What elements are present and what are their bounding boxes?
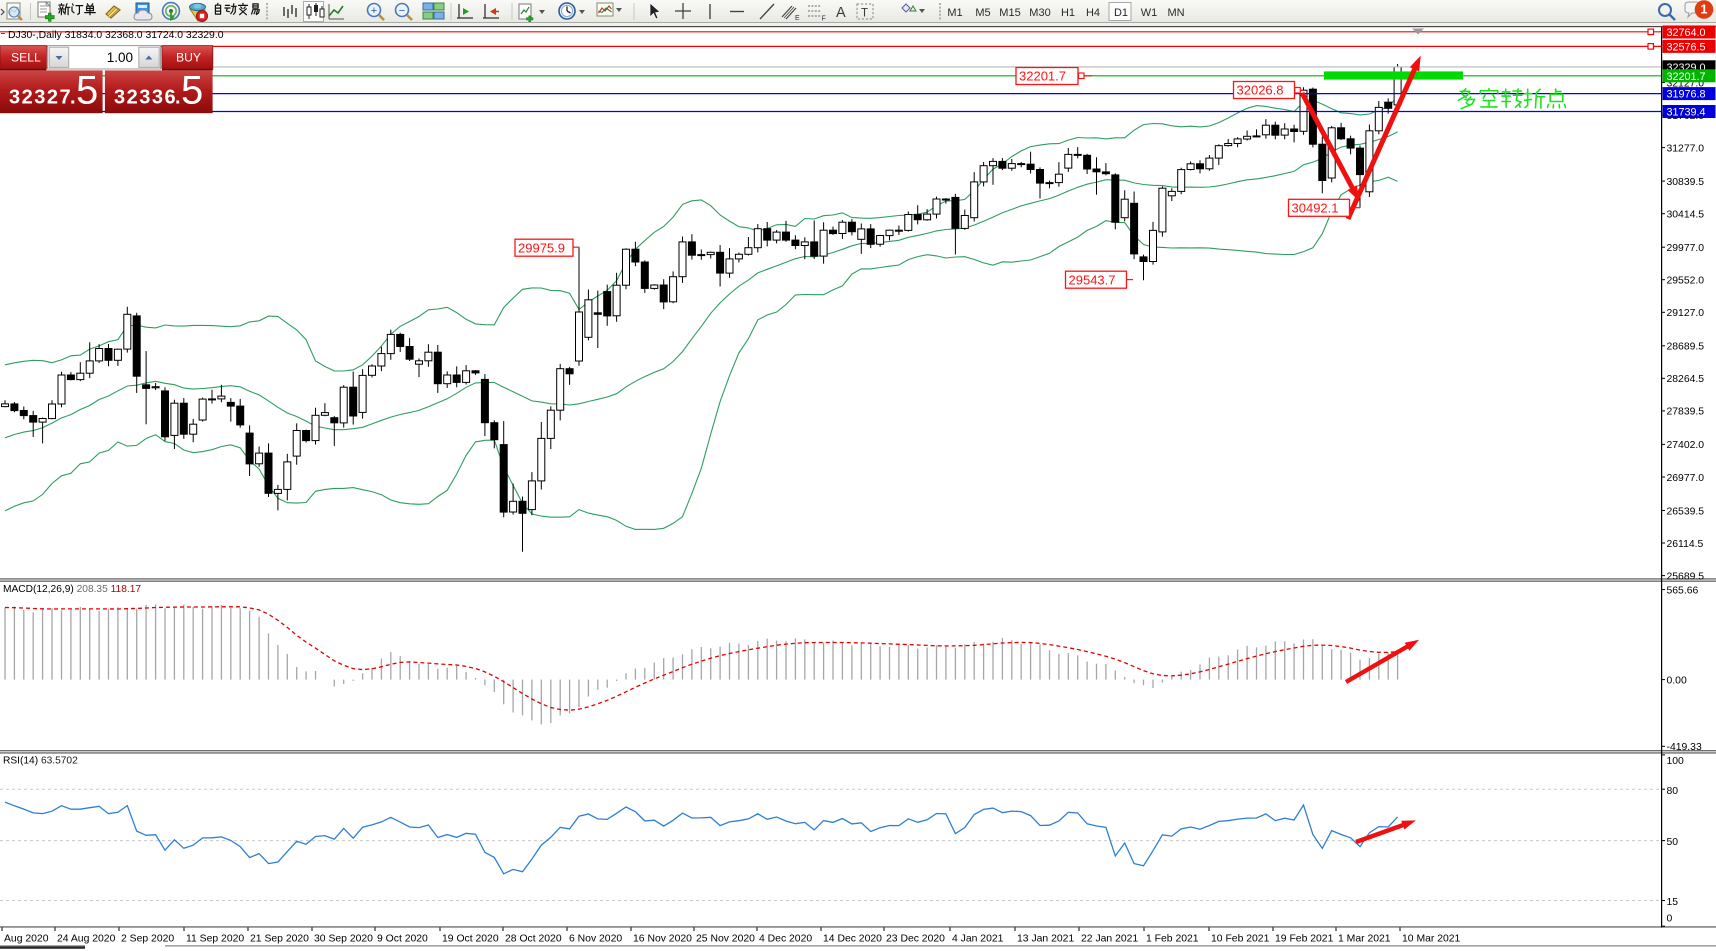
svg-text:29552.0: 29552.0 xyxy=(1667,276,1705,287)
svg-text:32201.7: 32201.7 xyxy=(1019,69,1066,84)
svg-text:F: F xyxy=(822,16,826,23)
svg-text:50: 50 xyxy=(1667,837,1679,848)
svg-text:28264.5: 28264.5 xyxy=(1667,374,1705,385)
svg-text:14 Dec 2020: 14 Dec 2020 xyxy=(823,934,882,945)
svg-text:5: 5 xyxy=(181,69,203,113)
svg-text:30839.5: 30839.5 xyxy=(1667,177,1705,188)
svg-text:Aug 2020: Aug 2020 xyxy=(4,934,49,945)
svg-text:1 Mar 2021: 1 Mar 2021 xyxy=(1338,934,1391,945)
svg-text:E: E xyxy=(795,15,800,22)
svg-text:10 Feb 2021: 10 Feb 2021 xyxy=(1211,934,1270,945)
svg-text:32576.5: 32576.5 xyxy=(1667,41,1706,53)
svg-text:80: 80 xyxy=(1667,786,1679,797)
svg-text:23 Dec 2020: 23 Dec 2020 xyxy=(886,934,945,945)
svg-text:19 Feb 2021: 19 Feb 2021 xyxy=(1275,934,1334,945)
svg-text:30414.5: 30414.5 xyxy=(1667,210,1705,221)
svg-text:32764.0: 32764.0 xyxy=(1667,27,1706,39)
svg-text:M15: M15 xyxy=(999,7,1020,19)
svg-text:32026.8: 32026.8 xyxy=(1237,83,1284,98)
svg-text:16 Nov 2020: 16 Nov 2020 xyxy=(633,934,692,945)
svg-text:+: + xyxy=(371,5,377,17)
svg-text:31976.8: 31976.8 xyxy=(1667,89,1706,101)
svg-text:MN: MN xyxy=(1167,7,1184,19)
svg-text:1: 1 xyxy=(1701,3,1708,17)
svg-text:29975.9: 29975.9 xyxy=(518,240,565,255)
svg-text:13 Jan 2021: 13 Jan 2021 xyxy=(1017,934,1074,945)
svg-text:.: . xyxy=(70,87,76,109)
svg-text:26977.0: 26977.0 xyxy=(1667,473,1705,484)
svg-text:28689.5: 28689.5 xyxy=(1667,342,1705,353)
svg-text:H4: H4 xyxy=(1086,7,1100,19)
svg-text:4 Dec 2020: 4 Dec 2020 xyxy=(759,934,812,945)
svg-text:M1: M1 xyxy=(947,7,962,19)
svg-text:25689.5: 25689.5 xyxy=(1667,571,1705,582)
svg-text:27839.5: 27839.5 xyxy=(1667,407,1705,418)
svg-text:0: 0 xyxy=(1667,914,1673,925)
svg-text:D1: D1 xyxy=(1114,7,1128,19)
svg-text:-419.33: -419.33 xyxy=(1667,742,1702,753)
svg-text:M30: M30 xyxy=(1029,7,1050,19)
svg-text:9 Oct 2020: 9 Oct 2020 xyxy=(377,934,428,945)
svg-text:M5: M5 xyxy=(975,7,990,19)
svg-text:−: − xyxy=(399,5,405,17)
svg-text:1.00: 1.00 xyxy=(107,50,133,65)
svg-text:26539.5: 26539.5 xyxy=(1667,506,1705,517)
svg-text:19 Oct 2020: 19 Oct 2020 xyxy=(442,934,499,945)
svg-text:22 Jan 2021: 22 Jan 2021 xyxy=(1081,934,1138,945)
svg-text:1 Feb 2021: 1 Feb 2021 xyxy=(1146,934,1199,945)
svg-text:SELL: SELL xyxy=(11,51,41,65)
svg-text:2 Sep 2020: 2 Sep 2020 xyxy=(121,934,174,945)
svg-text:27402.0: 27402.0 xyxy=(1667,440,1705,451)
svg-text:21 Sep 2020: 21 Sep 2020 xyxy=(250,934,309,945)
svg-text:565.66: 565.66 xyxy=(1667,585,1699,596)
svg-text:4 Jan 2021: 4 Jan 2021 xyxy=(952,934,1004,945)
svg-text:11 Sep 2020: 11 Sep 2020 xyxy=(186,934,244,945)
svg-text:10 Mar 2021: 10 Mar 2021 xyxy=(1402,934,1461,945)
svg-text:0.00: 0.00 xyxy=(1667,675,1687,686)
svg-text:32336: 32336 xyxy=(114,87,177,109)
svg-text:5: 5 xyxy=(76,69,98,113)
svg-text:T: T xyxy=(861,8,868,20)
svg-text:30492.1: 30492.1 xyxy=(1292,201,1339,216)
svg-text:100: 100 xyxy=(1667,756,1685,767)
svg-text:BUY: BUY xyxy=(176,51,201,65)
svg-text:29543.7: 29543.7 xyxy=(1069,272,1116,287)
svg-text:32201.7: 32201.7 xyxy=(1667,71,1706,83)
svg-text:32127.0: 32127.0 xyxy=(1667,78,1705,89)
svg-text:29127.0: 29127.0 xyxy=(1667,308,1705,319)
svg-text:6 Nov 2020: 6 Nov 2020 xyxy=(569,934,622,945)
svg-text:MACD(12,26,9) 208.35 118.17: MACD(12,26,9) 208.35 118.17 xyxy=(3,584,141,595)
svg-text:DJ30-,Daily 31834.0 32368.0 3: DJ30-,Daily 31834.0 32368.0 31724.0 3232… xyxy=(8,30,224,41)
svg-text:.: . xyxy=(175,87,181,109)
svg-text:28 Oct 2020: 28 Oct 2020 xyxy=(505,934,562,945)
svg-text:24 Aug 2020: 24 Aug 2020 xyxy=(57,934,116,945)
svg-text:30 Sep 2020: 30 Sep 2020 xyxy=(314,934,373,945)
svg-text:31277.0: 31277.0 xyxy=(1667,143,1705,154)
svg-text:W1: W1 xyxy=(1141,7,1158,19)
svg-text:26114.5: 26114.5 xyxy=(1667,539,1704,550)
svg-text:15: 15 xyxy=(1667,897,1679,908)
svg-text:32327: 32327 xyxy=(9,87,72,109)
svg-text:25 Nov 2020: 25 Nov 2020 xyxy=(696,934,755,945)
svg-text:RSI(14) 63.5702: RSI(14) 63.5702 xyxy=(3,756,78,767)
svg-text:A: A xyxy=(836,5,846,21)
svg-text:H1: H1 xyxy=(1061,7,1075,19)
svg-text:29977.0: 29977.0 xyxy=(1667,243,1705,254)
svg-text:31739.4: 31739.4 xyxy=(1667,107,1706,119)
